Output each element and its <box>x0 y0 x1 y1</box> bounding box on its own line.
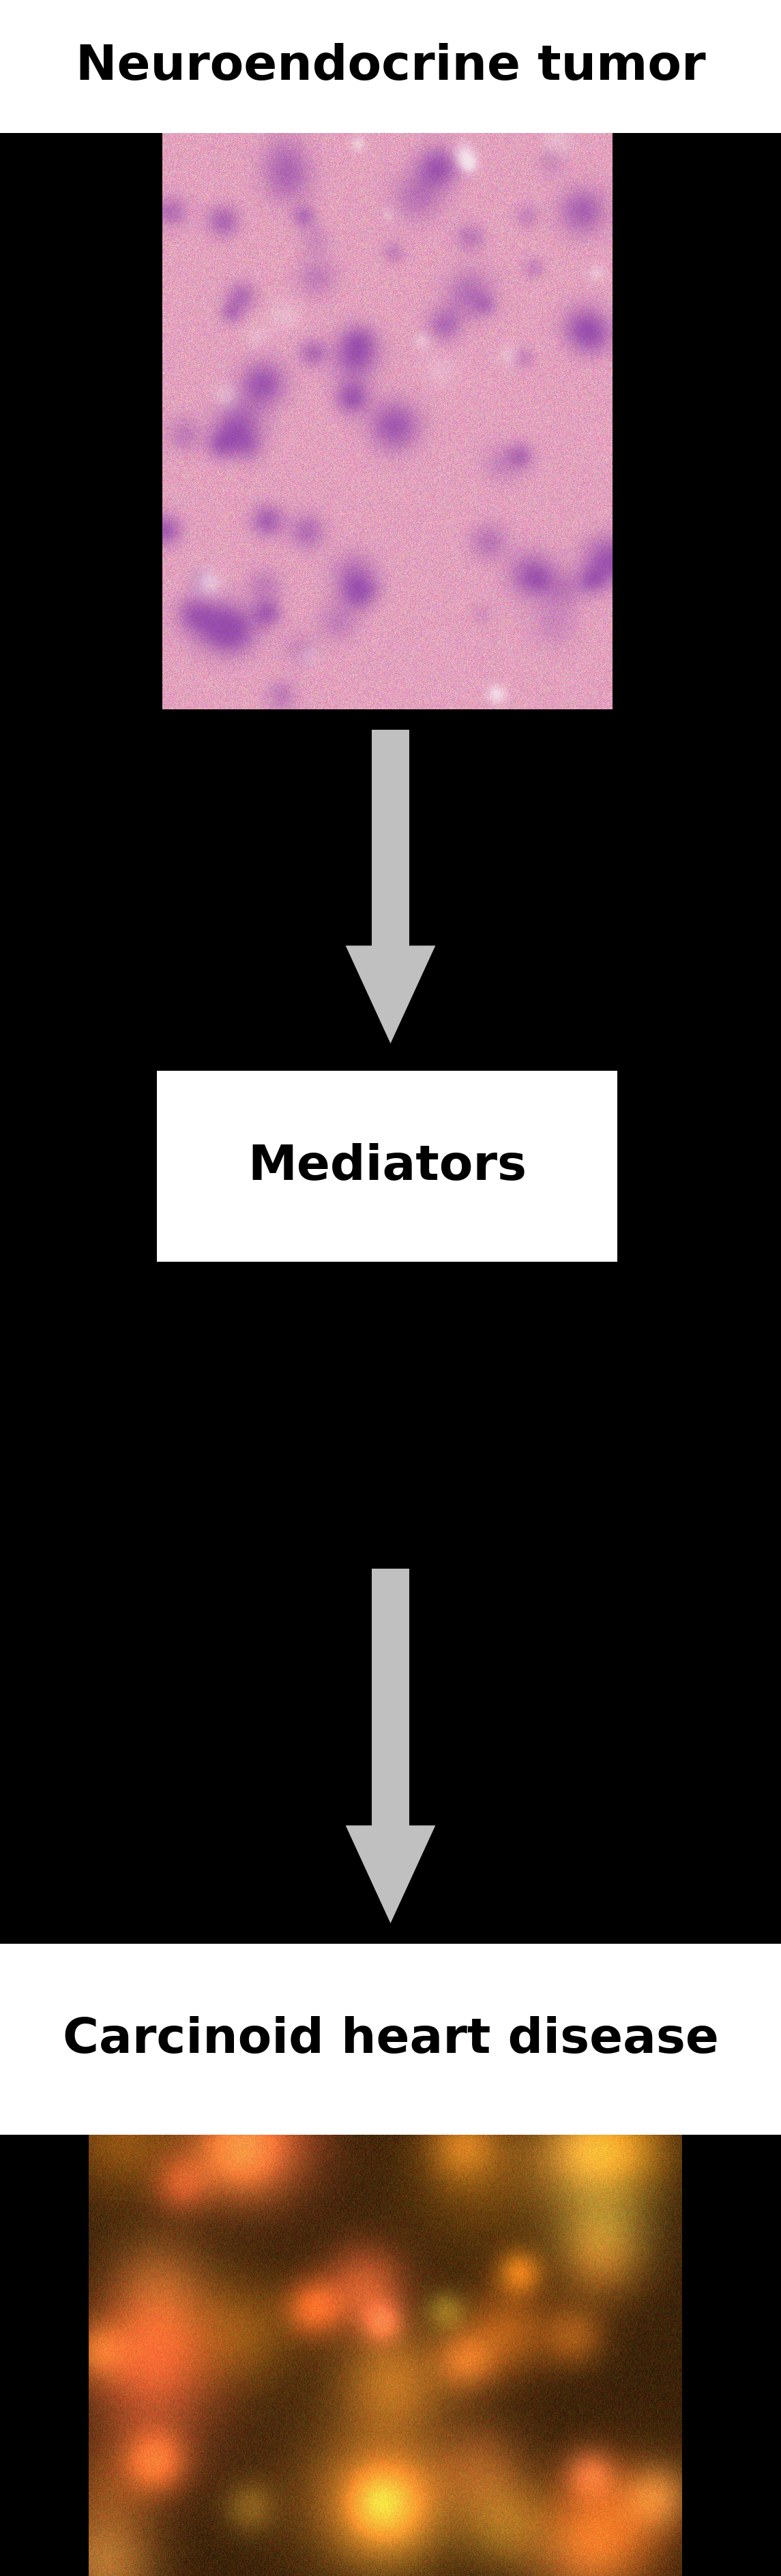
Text: Neuroendocrine tumor: Neuroendocrine tumor <box>76 44 705 90</box>
Bar <box>0 1945 781 2136</box>
Text: Mediators: Mediators <box>248 1144 526 1190</box>
Polygon shape <box>345 729 436 1043</box>
Polygon shape <box>345 1569 436 1924</box>
Text: Carcinoid heart disease: Carcinoid heart disease <box>62 2014 719 2063</box>
Bar <box>157 1072 617 1262</box>
Bar <box>0 0 781 134</box>
